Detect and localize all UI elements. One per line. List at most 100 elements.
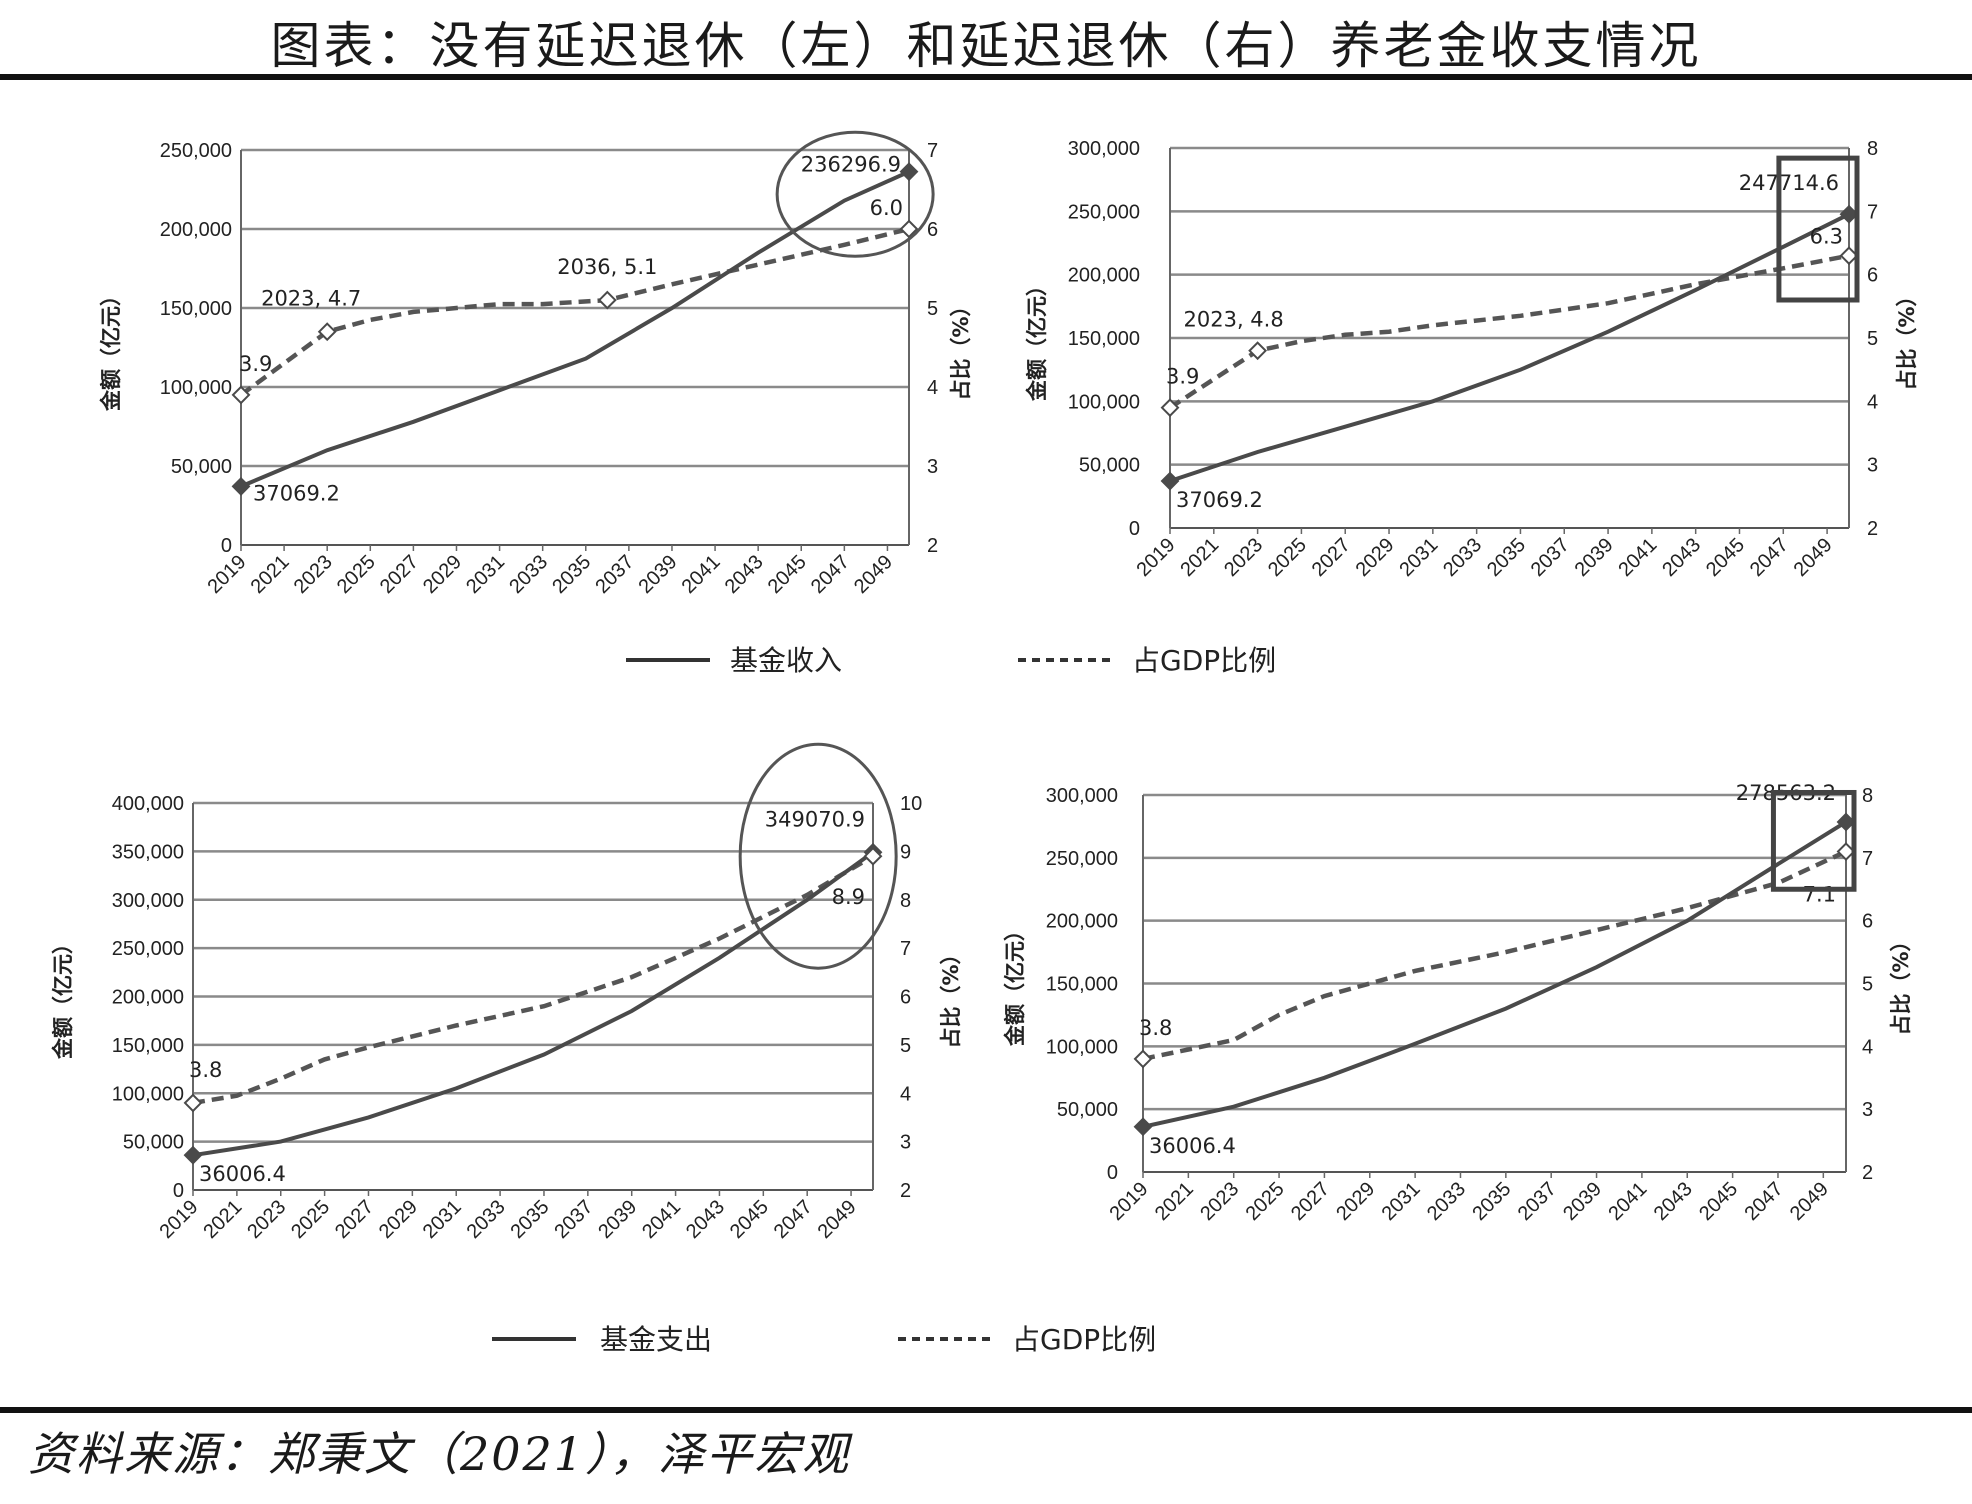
y2-tick-label: 8 [1862, 785, 1873, 807]
y-tick-label: 300,000 [1046, 785, 1118, 807]
x-tick-label: 2041 [678, 551, 725, 598]
data-label: 3.8 [1139, 1016, 1172, 1040]
x-tick-label: 2045 [726, 1196, 773, 1243]
x-tick-label: 2033 [463, 1196, 510, 1243]
y2-tick-label: 2 [900, 1180, 911, 1202]
y2-tick-label: 7 [1862, 848, 1873, 870]
y-tick-label: 100,000 [160, 377, 232, 399]
x-tick-label: 2047 [1740, 1178, 1787, 1225]
y-tick-label: 300,000 [1068, 138, 1140, 160]
y2-tick-label: 6 [927, 219, 938, 241]
data-point-gdp-ratio [1839, 246, 1859, 266]
y2-axis-title: 占比（%） [1895, 285, 1919, 390]
data-label: 2023, 4.7 [261, 287, 361, 311]
x-tick-label: 2037 [1527, 534, 1574, 581]
x-tick-label: 2047 [1746, 534, 1793, 581]
y-tick-label: 50,000 [123, 1132, 184, 1154]
y2-tick-label: 4 [1867, 391, 1878, 413]
data-label: 2036, 5.1 [557, 255, 657, 279]
y-tick-label: 250,000 [112, 938, 184, 960]
y2-tick-label: 5 [900, 1035, 911, 1057]
x-tick-label: 2043 [1658, 534, 1705, 581]
y2-tick-label: 8 [900, 890, 911, 912]
y2-tick-label: 10 [900, 793, 922, 815]
legend-income: 基金收入 占GDP比例 [626, 644, 1276, 677]
x-tick-label: 2045 [1702, 534, 1749, 581]
x-tick-label: 2037 [550, 1196, 597, 1243]
y-axis-title: 金额（亿元） [99, 285, 123, 412]
series-line-gdp-ratio [239, 226, 910, 397]
legend-expenditure: 基金支出 占GDP比例 [492, 1323, 1156, 1356]
y2-tick-label: 8 [1867, 138, 1878, 160]
x-tick-label: 2025 [1242, 1178, 1289, 1225]
series-line-gdp-ratio [192, 854, 875, 1106]
x-tick-label: 2035 [1483, 534, 1530, 581]
data-label: 37069.2 [253, 481, 340, 505]
y2-axis-title: 占比（%） [939, 943, 963, 1048]
data-point-gdp-ratio [1248, 341, 1268, 361]
data-point-gdp-ratio [231, 385, 251, 405]
y-tick-label: 100,000 [1046, 1036, 1118, 1058]
y-tick-label: 150,000 [160, 298, 232, 320]
x-tick-label: 2025 [333, 551, 380, 598]
x-tick-label: 2035 [548, 551, 595, 598]
data-label: 6.3 [1810, 225, 1843, 249]
x-tick-label: 2021 [1151, 1178, 1198, 1225]
x-tick-label: 2035 [1468, 1178, 1515, 1225]
data-point-fund [1836, 812, 1856, 832]
y-tick-label: 200,000 [1046, 911, 1118, 933]
x-tick-label: 2019 [1133, 534, 1180, 581]
x-tick-label: 2037 [591, 551, 638, 598]
x-tick-label: 2041 [1614, 534, 1661, 581]
x-tick-label: 2029 [375, 1196, 422, 1243]
y2-tick-label: 7 [927, 140, 938, 162]
x-tick-label: 2039 [634, 551, 681, 598]
y-tick-label: 250,000 [1046, 848, 1118, 870]
x-tick-label: 2029 [1332, 1178, 1379, 1225]
x-tick-label: 2041 [1604, 1178, 1651, 1225]
data-label: 3.8 [189, 1058, 222, 1082]
x-tick-label: 2027 [1287, 1178, 1334, 1225]
top-rule [0, 74, 1972, 80]
y2-tick-label: 7 [900, 938, 911, 960]
x-tick-label: 2023 [1220, 534, 1267, 581]
data-point-fund [1839, 204, 1859, 224]
x-tick-label: 2043 [682, 1196, 729, 1243]
data-point-gdp-ratio [1133, 1049, 1153, 1069]
y-tick-label: 50,000 [171, 456, 232, 478]
legend-label-fund: 基金收入 [730, 644, 842, 677]
y-tick-label: 300,000 [112, 890, 184, 912]
x-tick-label: 2021 [199, 1196, 246, 1243]
page-title: 图表：没有延迟退休（左）和延迟退休（右）养老金收支情况 [270, 17, 1702, 75]
legend-label-gdp-ratio: 占GDP比例 [1132, 644, 1276, 677]
y2-tick-label: 5 [927, 298, 938, 320]
highlight-box [1770, 789, 1857, 892]
data-point-gdp-ratio [899, 219, 919, 239]
x-tick-label: 2047 [807, 551, 854, 598]
data-point-gdp-ratio [1160, 398, 1180, 418]
data-label: 6.0 [870, 196, 903, 220]
x-tick-label: 2047 [770, 1196, 817, 1243]
y-axis-title: 金额（亿元） [1025, 275, 1049, 402]
x-tick-label: 2039 [1559, 1178, 1606, 1225]
y-tick-label: 250,000 [1068, 201, 1140, 223]
x-tick-label: 2033 [1423, 1178, 1470, 1225]
x-tick-label: 2039 [1571, 534, 1618, 581]
x-tick-label: 2021 [247, 551, 294, 598]
data-point-fund [1133, 1117, 1153, 1137]
y-tick-label: 0 [221, 535, 232, 557]
y-tick-label: 400,000 [112, 793, 184, 815]
series-line-gdp-ratio [1142, 849, 1847, 1062]
y2-tick-label: 4 [1862, 1036, 1873, 1058]
x-tick-label: 2031 [462, 551, 509, 598]
data-label: 247714.6 [1739, 171, 1839, 195]
data-point-fund [899, 162, 919, 182]
chart-panel-top-right: 0 50,000 100,000 150,000 200,000 250,000 300,0… [1025, 138, 1919, 581]
y2-tick-label: 2 [1867, 518, 1878, 540]
data-label: 236296.9 [801, 153, 901, 177]
x-tick-label: 2043 [721, 551, 768, 598]
y2-tick-label: 3 [900, 1132, 911, 1154]
y2-axis-title: 占比（%） [1889, 930, 1913, 1035]
y-tick-label: 200,000 [160, 219, 232, 241]
